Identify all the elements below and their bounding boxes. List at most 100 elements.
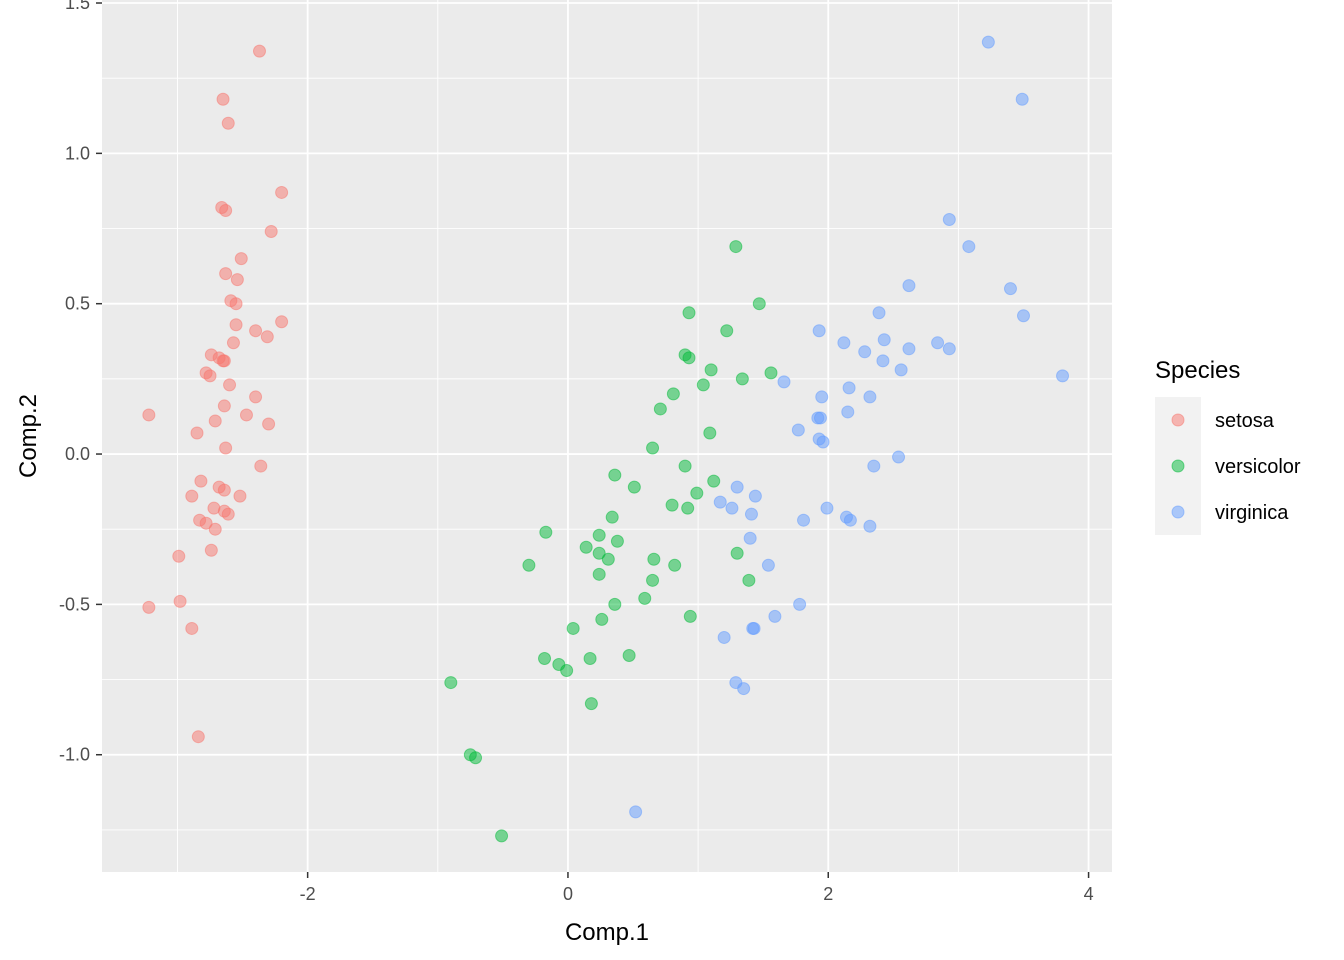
data-point-virginica: [717, 630, 731, 644]
data-point-virginica: [791, 423, 805, 437]
data-point-setosa: [217, 399, 231, 413]
data-point-setosa: [260, 330, 274, 344]
data-point-versicolor: [646, 441, 660, 455]
data-point-virginica: [942, 342, 956, 356]
data-point-virginica: [892, 450, 906, 464]
data-point-setosa: [199, 516, 213, 530]
data-point-setosa: [264, 225, 278, 239]
data-point-setosa: [142, 408, 156, 422]
data-point-versicolor: [560, 664, 574, 678]
data-point-setosa: [249, 390, 263, 404]
data-point-setosa: [229, 297, 243, 311]
data-point-virginica: [1015, 92, 1029, 106]
data-point-setosa: [173, 594, 187, 608]
data-point-setosa: [223, 378, 237, 392]
x-tick-label: -2: [300, 884, 316, 904]
data-point-versicolor: [592, 528, 606, 542]
data-point-setosa: [230, 273, 244, 287]
data-point-virginica: [812, 324, 826, 338]
panel-background: [102, 0, 1112, 872]
series-versicolor: [444, 240, 778, 843]
data-point-virginica: [713, 495, 727, 509]
legend-key-setosa: [1171, 413, 1185, 427]
data-point-setosa: [190, 426, 204, 440]
y-tick-label: 1.5: [65, 0, 90, 13]
y-axis-title: Comp.2: [15, 394, 42, 478]
data-point-setosa: [221, 116, 235, 130]
data-point-versicolor: [601, 552, 615, 566]
data-point-setosa: [217, 354, 231, 368]
data-point-virginica: [629, 805, 643, 819]
data-point-setosa: [249, 324, 263, 338]
data-point-virginica: [877, 333, 891, 347]
data-point-virginica: [748, 489, 762, 503]
data-point-versicolor: [622, 649, 636, 663]
data-point-virginica: [816, 435, 830, 449]
data-point-versicolor: [610, 534, 624, 548]
data-point-virginica: [1056, 369, 1070, 383]
data-point-setosa: [239, 408, 253, 422]
data-point-setosa: [233, 489, 247, 503]
data-point-setosa: [208, 414, 222, 428]
major-gridlines: [102, 0, 1112, 872]
data-point-versicolor: [682, 351, 696, 365]
data-point-virginica: [902, 342, 916, 356]
data-point-versicolor: [592, 567, 606, 581]
data-point-setosa: [275, 185, 289, 199]
data-point-setosa: [172, 549, 186, 563]
data-point-virginica: [725, 501, 739, 515]
data-point-virginica: [730, 480, 744, 494]
legend-key-virginica: [1171, 505, 1185, 519]
data-point-setosa: [194, 474, 208, 488]
data-point-versicolor: [668, 558, 682, 572]
legend-label-versicolor: versicolor: [1215, 456, 1301, 478]
data-point-virginica: [737, 682, 751, 696]
data-point-virginica: [744, 507, 758, 521]
data-point-versicolor: [608, 597, 622, 611]
data-point-versicolor: [627, 480, 641, 494]
data-point-versicolor: [638, 591, 652, 605]
data-point-setosa: [226, 336, 240, 350]
data-point-setosa: [216, 92, 230, 106]
data-point-setosa: [219, 441, 233, 455]
data-point-setosa: [185, 621, 199, 635]
data-point-virginica: [1003, 282, 1017, 296]
data-point-virginica: [1016, 309, 1030, 323]
data-points: [142, 35, 1070, 843]
data-point-versicolor: [720, 324, 734, 338]
data-point-virginica: [841, 405, 855, 419]
data-point-versicolor: [495, 829, 509, 843]
data-point-versicolor: [742, 573, 756, 587]
data-point-virginica: [768, 609, 782, 623]
data-point-virginica: [777, 375, 791, 389]
series-virginica: [629, 35, 1070, 819]
legend: Species setosa versicolor virginica: [1155, 357, 1301, 535]
minor-gridlines: [102, 0, 1112, 872]
data-point-versicolor: [678, 459, 692, 473]
legend-keys: setosa versicolor virginica: [1155, 397, 1301, 535]
data-point-versicolor: [647, 552, 661, 566]
data-point-versicolor: [566, 621, 580, 635]
data-point-virginica: [842, 381, 856, 395]
data-point-setosa: [252, 44, 266, 58]
data-point-virginica: [837, 336, 851, 350]
data-point-versicolor: [681, 501, 695, 515]
data-point-setosa: [208, 522, 222, 536]
data-point-versicolor: [579, 540, 593, 554]
data-point-setosa: [203, 369, 217, 383]
data-point-setosa: [229, 318, 243, 332]
data-point-virginica: [813, 411, 827, 425]
data-point-setosa: [191, 730, 205, 744]
data-point-versicolor: [682, 306, 696, 320]
legend-label-virginica: virginica: [1215, 502, 1289, 524]
x-axis: -2 0 2 4: [300, 872, 1094, 904]
data-point-versicolor: [729, 240, 743, 254]
data-point-setosa: [204, 543, 218, 557]
data-point-versicolor: [583, 652, 597, 666]
legend-key-versicolor: [1171, 459, 1185, 473]
data-point-versicolor: [690, 486, 704, 500]
y-tick-label: 1.0: [65, 143, 90, 163]
data-point-versicolor: [703, 426, 717, 440]
data-point-versicolor: [683, 609, 697, 623]
data-point-setosa: [234, 252, 248, 266]
